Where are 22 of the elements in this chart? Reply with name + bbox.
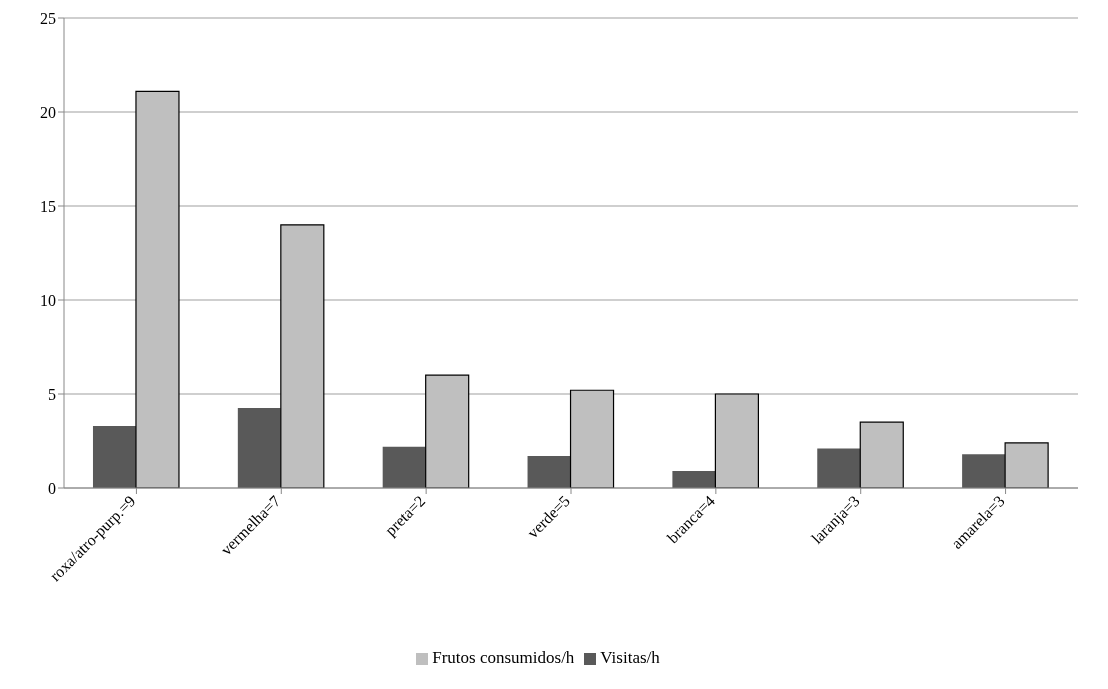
- y-tick-label: 25: [40, 9, 56, 27]
- y-tick-label: 15: [40, 197, 56, 215]
- bar: [280, 224, 325, 488]
- bar: [135, 90, 180, 488]
- bar: [237, 408, 281, 488]
- legend-label: Visitas/h: [600, 648, 660, 667]
- bar: [1004, 442, 1049, 488]
- y-tick-label: 0: [48, 479, 56, 497]
- bar: [569, 389, 615, 488]
- bar: [962, 454, 1006, 488]
- bar: [382, 446, 426, 488]
- y-tick-label: 5: [48, 385, 56, 403]
- bar: [817, 448, 861, 488]
- bar: [92, 425, 136, 488]
- y-tick-label: 20: [40, 103, 56, 121]
- bar: [859, 421, 904, 488]
- bar: [527, 456, 571, 488]
- bar: [714, 393, 759, 488]
- bar: [425, 374, 470, 488]
- bar: [672, 471, 716, 488]
- legend-label: Frutos consumidos/h: [432, 648, 575, 667]
- y-tick-label: 10: [40, 291, 56, 309]
